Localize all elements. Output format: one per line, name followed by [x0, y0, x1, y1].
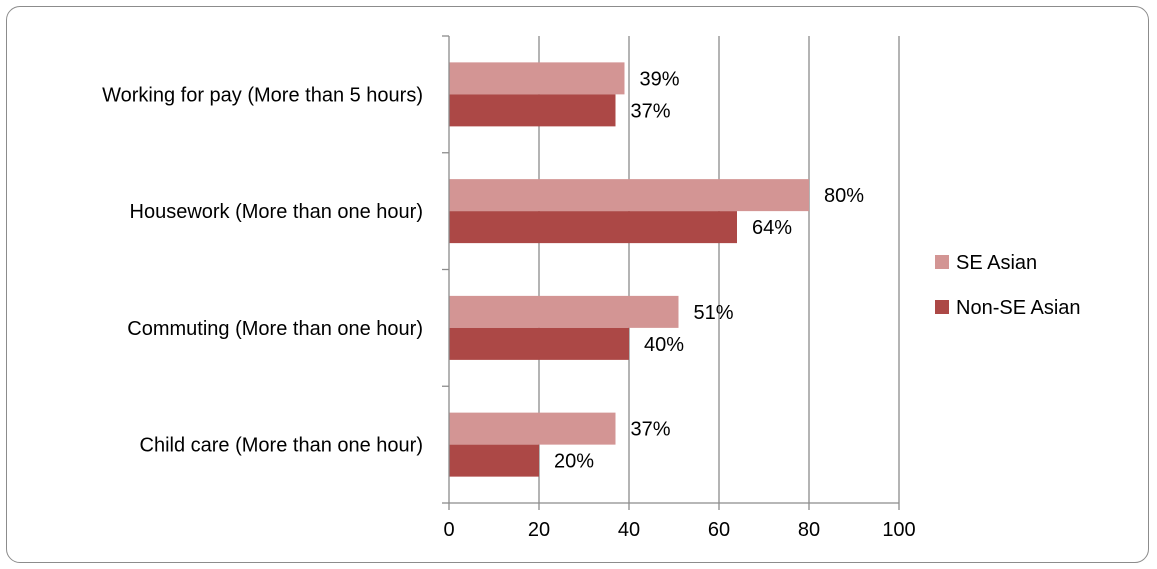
x-tick-label: 100	[882, 519, 915, 541]
x-tick-label: 0	[443, 519, 454, 541]
bar-non-se-asian	[449, 211, 737, 244]
category-label: Working for pay (More than 5 hours)	[102, 84, 423, 106]
data-label: 39%	[640, 68, 680, 90]
bar-se-asian	[449, 179, 809, 212]
data-label: 40%	[644, 334, 684, 356]
x-tick-label: 40	[618, 519, 640, 541]
x-tick-label: 80	[798, 519, 820, 541]
bars	[449, 62, 809, 477]
category-label: Child care (More than one hour)	[140, 435, 423, 457]
labels: 0 20 40 60 80 100 Working for pay (More than 5…	[102, 68, 916, 541]
legend: SE Asian Non-SE Asian	[935, 252, 1081, 319]
bar-non-se-asian	[449, 94, 616, 127]
data-label: 37%	[631, 100, 671, 122]
bar-se-asian	[449, 62, 625, 95]
category-label: Housework (More than one hour)	[130, 201, 423, 223]
data-label: 64%	[752, 217, 792, 239]
legend-label: SE Asian	[956, 252, 1037, 274]
data-label: 37%	[631, 419, 671, 441]
bar-non-se-asian	[449, 327, 629, 360]
bar-se-asian	[449, 295, 679, 328]
legend-swatch	[935, 255, 949, 269]
data-label: 20%	[554, 451, 594, 473]
legend-label: Non-SE Asian	[956, 297, 1081, 319]
category-label: Commuting (More than one hour)	[127, 318, 423, 340]
x-tick-label: 20	[528, 519, 550, 541]
x-tick-label: 60	[708, 519, 730, 541]
bar-non-se-asian	[449, 444, 539, 477]
data-label: 80%	[824, 185, 864, 207]
legend-swatch	[935, 300, 949, 314]
bar-se-asian	[449, 412, 616, 445]
data-label: 51%	[694, 302, 734, 324]
axes	[442, 35, 900, 510]
